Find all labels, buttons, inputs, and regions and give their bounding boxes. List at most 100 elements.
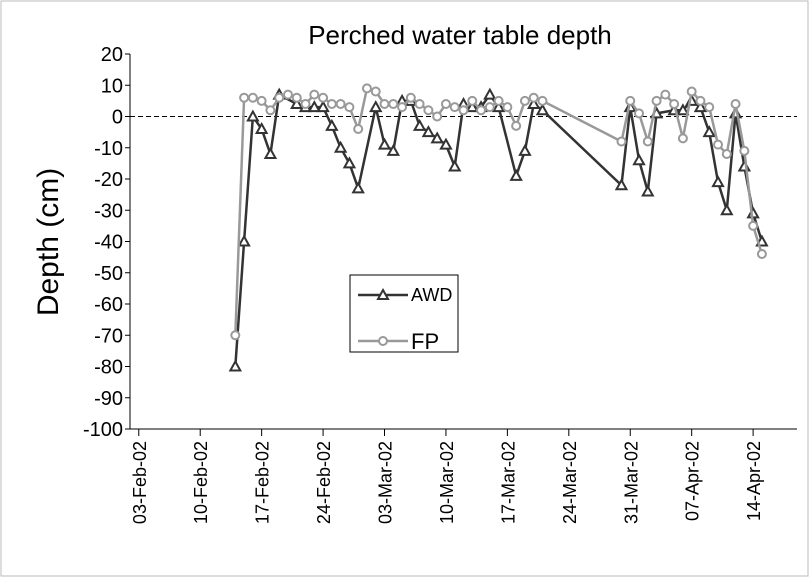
marker bbox=[721, 149, 732, 159]
marker bbox=[483, 87, 497, 100]
marker bbox=[333, 140, 348, 153]
marker bbox=[528, 92, 539, 103]
marker bbox=[379, 99, 390, 109]
y-tick-label: -40 bbox=[94, 232, 123, 254]
marker bbox=[265, 105, 276, 116]
y-tick-label: 10 bbox=[101, 75, 123, 97]
marker bbox=[370, 86, 381, 97]
y-tick-label: 0 bbox=[112, 107, 123, 129]
legend-label: FP bbox=[411, 329, 439, 354]
marker bbox=[467, 95, 478, 106]
y-tick-label: -50 bbox=[94, 263, 123, 285]
marker bbox=[239, 92, 250, 103]
marker bbox=[720, 203, 734, 216]
marker bbox=[634, 108, 645, 119]
x-tick-label: 24-Mar-02 bbox=[560, 441, 580, 524]
marker bbox=[230, 330, 241, 341]
y-tick-label: -20 bbox=[94, 169, 123, 191]
x-tick-label: 10-Mar-02 bbox=[437, 441, 457, 524]
marker bbox=[616, 136, 627, 147]
marker bbox=[290, 96, 304, 109]
marker bbox=[748, 220, 759, 231]
marker bbox=[739, 145, 750, 156]
marker bbox=[291, 92, 302, 103]
legend-label: AWD bbox=[411, 285, 452, 305]
marker bbox=[309, 89, 320, 100]
x-tick-label: 03-Mar-02 bbox=[376, 441, 396, 524]
marker bbox=[686, 86, 697, 97]
marker bbox=[376, 287, 390, 300]
y-tick-label: -80 bbox=[94, 357, 123, 379]
marker bbox=[625, 95, 636, 106]
marker bbox=[695, 95, 706, 106]
marker bbox=[254, 121, 269, 134]
y-tick-label: -60 bbox=[94, 294, 123, 316]
marker bbox=[335, 99, 346, 109]
marker bbox=[247, 92, 258, 103]
marker bbox=[535, 103, 550, 116]
marker bbox=[440, 99, 451, 109]
marker bbox=[369, 100, 383, 113]
marker bbox=[642, 136, 653, 147]
marker bbox=[651, 95, 662, 106]
marker bbox=[632, 153, 646, 166]
marker bbox=[353, 124, 364, 134]
x-tick-label: 24-Feb-02 bbox=[314, 441, 334, 524]
marker bbox=[693, 100, 708, 113]
marker bbox=[676, 103, 690, 116]
marker bbox=[519, 95, 530, 106]
marker bbox=[344, 102, 355, 113]
marker bbox=[430, 131, 444, 144]
marker bbox=[502, 102, 513, 113]
marker bbox=[458, 105, 469, 116]
marker bbox=[476, 105, 487, 116]
marker bbox=[318, 92, 329, 103]
marker bbox=[282, 89, 293, 100]
y-tick-label: -90 bbox=[94, 388, 123, 410]
marker bbox=[711, 175, 725, 188]
marker bbox=[614, 178, 629, 191]
marker bbox=[756, 249, 767, 259]
marker bbox=[432, 111, 443, 122]
marker bbox=[342, 156, 357, 169]
marker bbox=[465, 100, 479, 113]
marker bbox=[307, 100, 322, 113]
marker bbox=[325, 118, 339, 131]
y-tick-label: -10 bbox=[94, 138, 123, 160]
x-tick-label: 10-Feb-02 bbox=[191, 441, 211, 524]
marker bbox=[326, 99, 337, 109]
marker bbox=[256, 95, 267, 106]
marker bbox=[491, 100, 506, 113]
marker bbox=[378, 336, 388, 346]
marker bbox=[300, 99, 311, 109]
y-tick-label: -30 bbox=[94, 200, 123, 222]
marker bbox=[669, 99, 680, 109]
x-tick-label: 03-Feb-02 bbox=[130, 441, 150, 524]
marker bbox=[414, 99, 425, 109]
x-tick-label: 07-Apr-02 bbox=[683, 441, 703, 521]
marker bbox=[493, 95, 504, 106]
marker bbox=[527, 96, 541, 109]
x-tick-label: 14-Apr-02 bbox=[744, 441, 764, 521]
marker bbox=[713, 139, 724, 150]
x-tick-label: 31-Mar-02 bbox=[621, 441, 641, 524]
marker bbox=[439, 137, 453, 150]
marker bbox=[386, 143, 400, 156]
marker bbox=[316, 100, 330, 113]
marker bbox=[537, 95, 548, 106]
marker bbox=[641, 184, 655, 197]
marker bbox=[397, 102, 408, 113]
y-tick-label: 20 bbox=[101, 44, 123, 66]
marker bbox=[351, 181, 365, 194]
marker bbox=[702, 125, 716, 138]
y-axis-label: Depth (cm) bbox=[32, 168, 65, 316]
marker bbox=[421, 125, 436, 138]
marker bbox=[660, 89, 671, 100]
x-tick-label: 17-Feb-02 bbox=[253, 441, 273, 524]
marker bbox=[412, 118, 427, 131]
marker bbox=[449, 102, 460, 113]
y-tick-label: -100 bbox=[83, 419, 123, 441]
marker bbox=[511, 120, 522, 131]
marker bbox=[677, 133, 688, 144]
